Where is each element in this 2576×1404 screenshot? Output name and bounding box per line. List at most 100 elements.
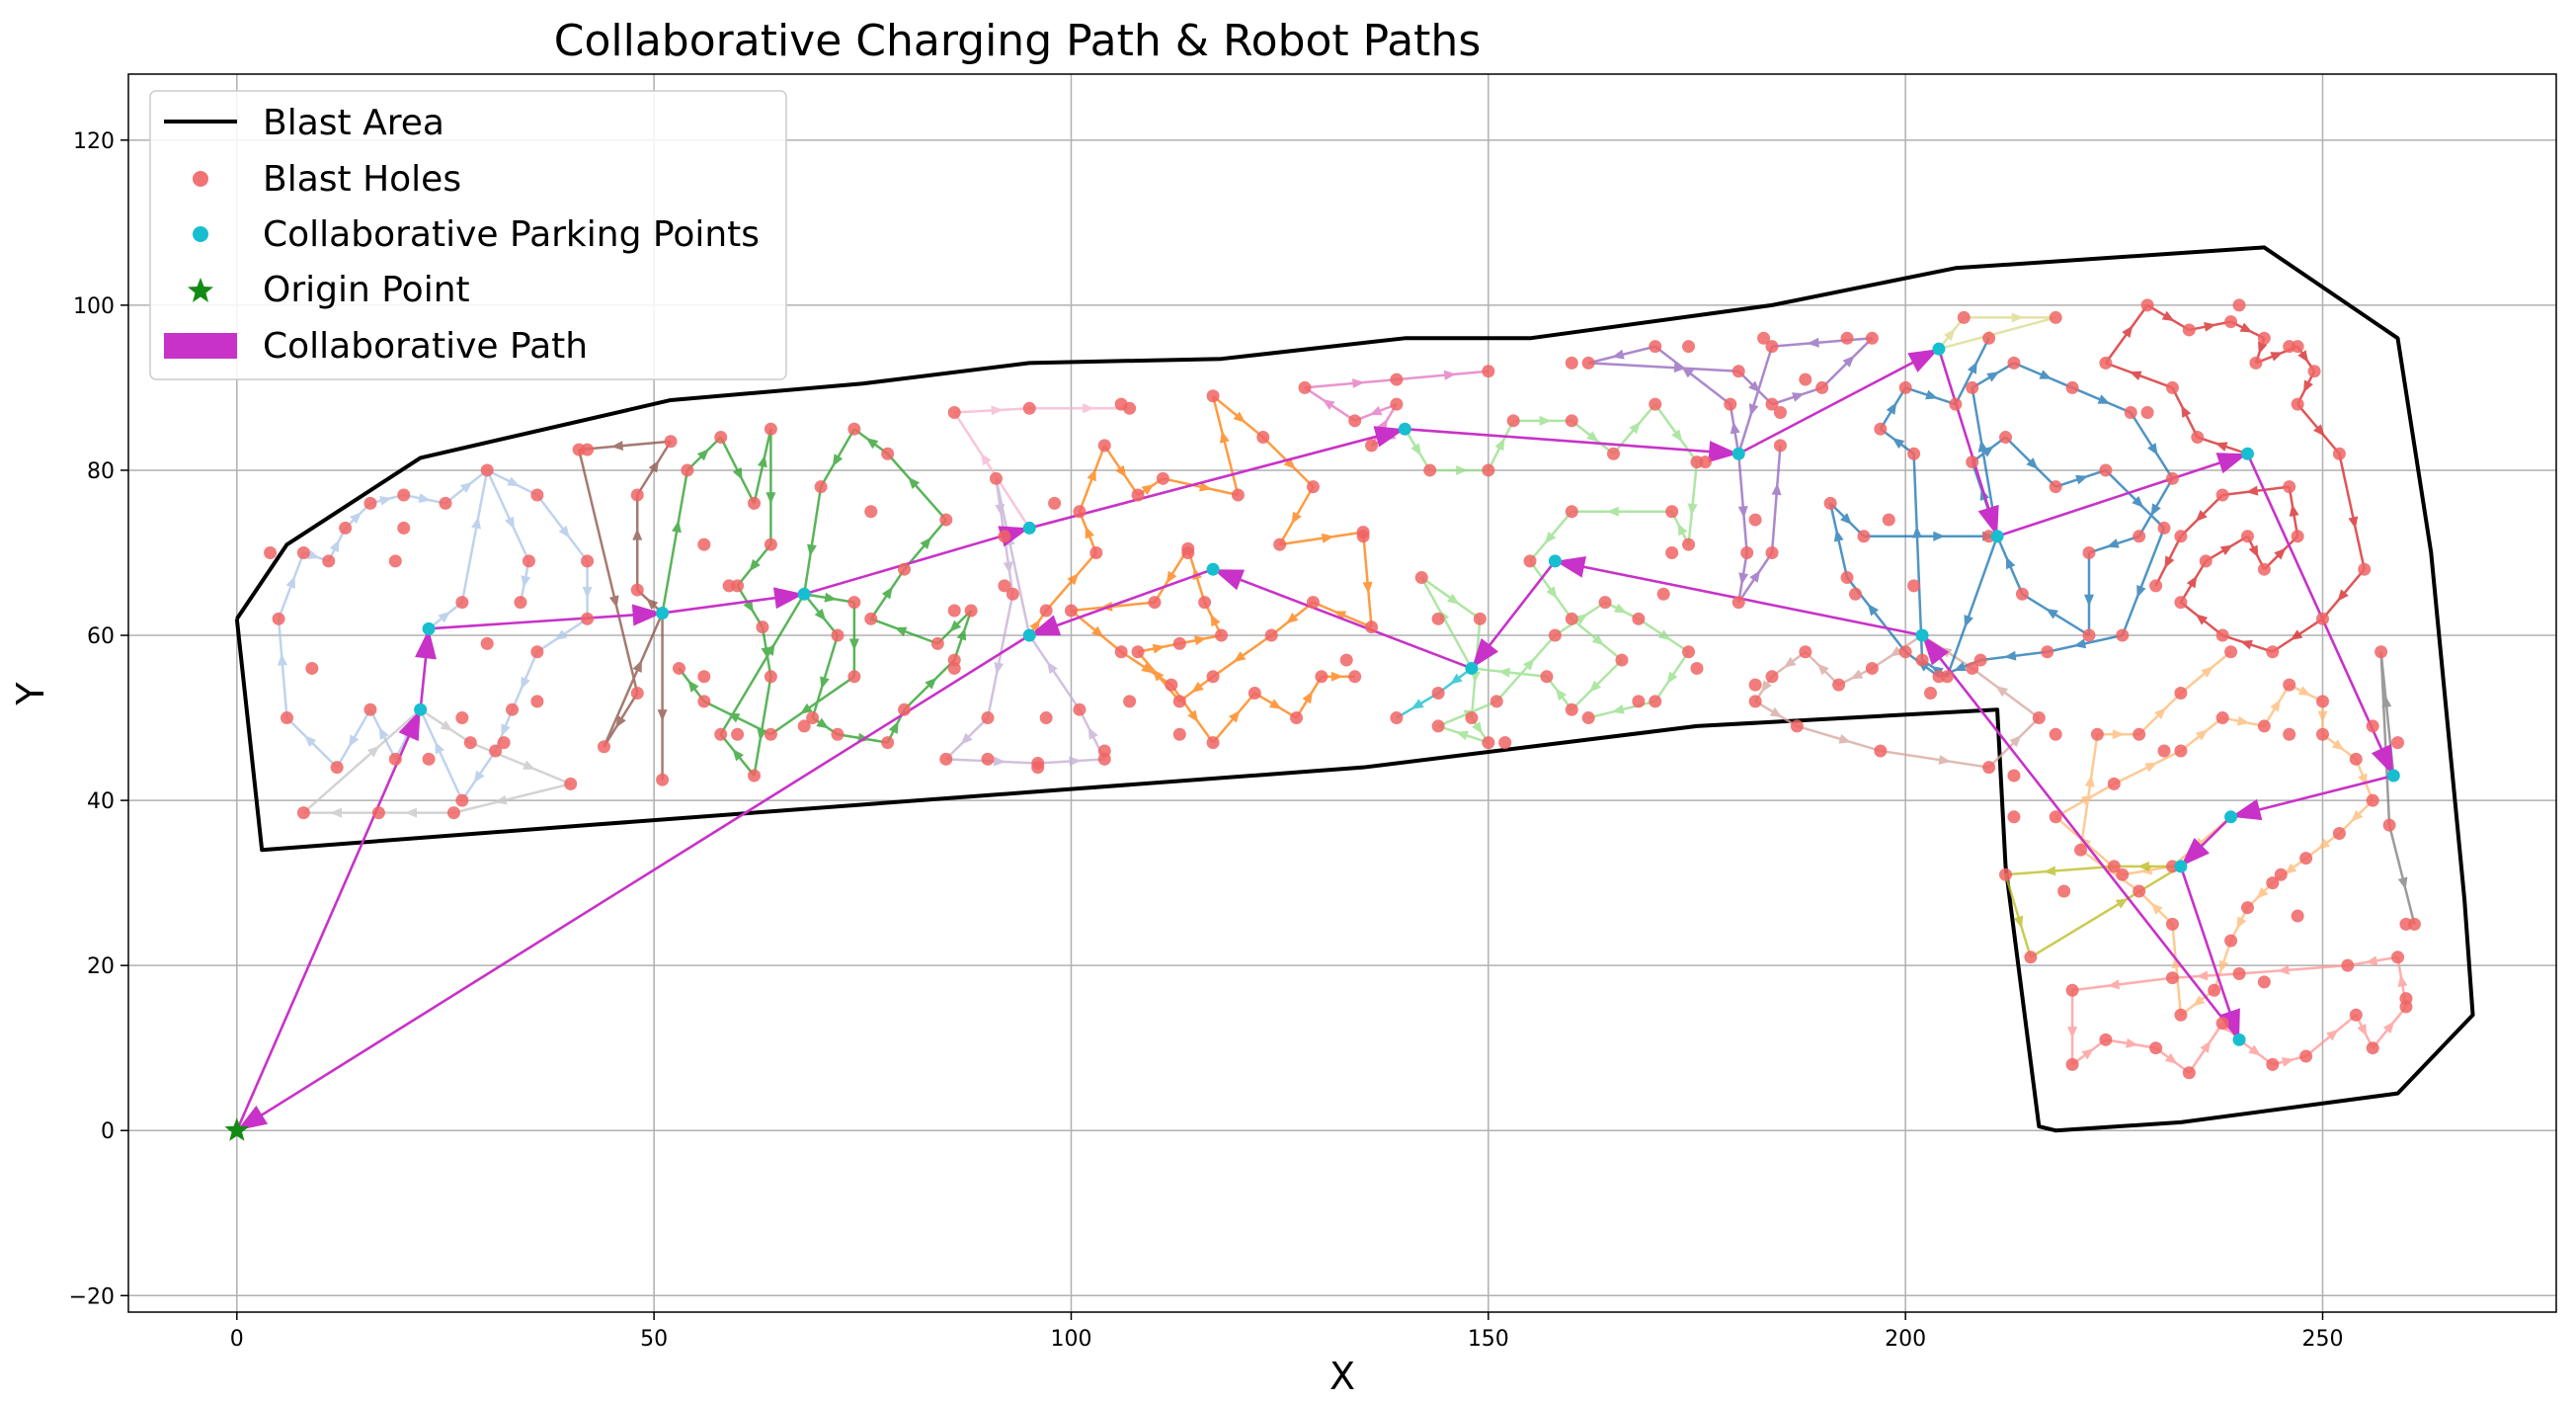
robot-path-arrow: [1228, 710, 1241, 723]
robot-path-arrow: [888, 720, 899, 734]
robot-path-arrow: [1886, 402, 1897, 415]
blast-hole-point: [1915, 653, 1929, 667]
blast-hole-point: [1022, 401, 1036, 415]
robot-path-arrow: [2192, 995, 2206, 1007]
robot-path-arrow: [2348, 516, 2359, 530]
blast-hole-point: [1073, 505, 1087, 519]
blast-hole-point: [1649, 397, 1662, 411]
blast-hole-point: [847, 422, 861, 436]
blast-hole-point: [2299, 852, 2313, 866]
blast-hole-point: [2157, 744, 2171, 758]
robot-path-arrow: [494, 794, 508, 805]
robot-path-arrow: [2236, 916, 2247, 930]
blast-hole-point: [1172, 727, 1186, 741]
robot-path-arrow: [2201, 666, 2214, 678]
robot-path-segment: [2387, 824, 2416, 925]
robot-path-arrow: [1321, 533, 1334, 543]
blast-hole-point: [1114, 397, 1128, 411]
robot-path-segment: [453, 783, 571, 814]
robot-path-arrow: [2297, 686, 2311, 697]
blast-hole-point: [831, 727, 845, 741]
robot-path-arrow: [816, 717, 830, 729]
robot-path-arrow: [2195, 614, 2209, 625]
robot-path-arrow: [2313, 424, 2325, 437]
robot-path-arrow: [2248, 544, 2259, 558]
blast-hole-point: [1857, 530, 1871, 543]
blast-hole-point: [697, 537, 711, 551]
robot-path-segment: [579, 440, 672, 452]
robot-path-arrow: [2195, 729, 2209, 741]
blast-hole-point: [1682, 537, 1696, 551]
robot-path-arrow: [2317, 838, 2331, 850]
blast-hole-point: [1840, 331, 1854, 345]
chart-title: Collaborative Charging Path & Robot Path…: [554, 16, 1482, 66]
robot-path-arrow: [608, 595, 619, 609]
robot-path-arrow: [980, 453, 992, 466]
robot-path: [577, 440, 673, 781]
robot-path-arrow: [1687, 503, 1698, 516]
robot-path-arrow: [505, 516, 515, 530]
blast-hole-point: [2174, 744, 2188, 758]
blast-hole-point: [898, 562, 912, 576]
collaborative-path-arrow: [1708, 441, 1739, 463]
robot-path-arrow: [2248, 1044, 2261, 1056]
blast-hole-point: [2257, 562, 2271, 576]
collaborative-path-segment: [1028, 567, 1214, 637]
blast-hole-point: [1365, 620, 1379, 634]
blast-hole-point: [1999, 431, 2013, 445]
blast-hole-point: [1765, 397, 1779, 411]
collaborative-path-segment: [236, 633, 1030, 1132]
blast-hole-point: [1865, 331, 1879, 345]
blast-hole-point: [989, 471, 1003, 485]
legend: Blast Area Blast Holes Collaborative Par…: [149, 90, 787, 380]
robot-path-arrow: [2171, 955, 2182, 968]
blast-hole-point: [272, 612, 285, 625]
robot-path: [2004, 861, 2182, 958]
robot-path-arrow: [2270, 699, 2281, 712]
blast-hole-point: [1231, 488, 1245, 502]
robot-path-segment: [2005, 865, 2115, 876]
collaborative-path-arrow: [1213, 569, 1246, 591]
robot-path-arrow: [2132, 495, 2144, 508]
blast-hole-point: [1957, 310, 1971, 324]
blast-hole-point: [1982, 331, 1996, 345]
robot-path-arrow: [1455, 730, 1469, 741]
collaborative-path-arrow: [631, 604, 663, 626]
robot-path-arrow: [418, 493, 432, 504]
blast-hole-point: [1565, 612, 1578, 625]
blast-hole-point: [305, 661, 319, 675]
robot-path-arrow: [1544, 531, 1557, 544]
robot-path-arrow: [749, 558, 761, 572]
blast-hole-point: [1131, 645, 1145, 659]
blast-hole-point: [2349, 1008, 2363, 1022]
robot-path-arrow: [2150, 902, 2163, 915]
collaborative-path-segment: [1937, 348, 1999, 537]
robot-path-segment: [986, 594, 1014, 718]
blast-hole-point: [2266, 645, 2280, 659]
blast-hole-point: [672, 661, 685, 675]
robot-path-arrow: [799, 702, 813, 714]
blast-hole-point: [1907, 579, 1921, 593]
collaborative-path-segment: [1737, 348, 1940, 455]
blast-hole-point: [2274, 867, 2288, 881]
legend-label-blast-area: Blast Area: [263, 103, 444, 143]
robot-path-arrow: [1472, 721, 1483, 734]
blast-hole-point: [2232, 967, 2246, 981]
blast-hole-point: [1823, 496, 1837, 510]
collaborative-path-arrow: [2371, 744, 2394, 777]
blast-holes-layer: [264, 298, 2421, 1080]
robot-path-arrow: [1912, 526, 1923, 538]
robot-path-arrow: [2274, 547, 2287, 560]
robot-path-arrow: [2011, 312, 2024, 323]
robot-path-arrow: [1738, 572, 1749, 586]
blast-hole-point: [2049, 727, 2062, 741]
robot-path-arrow: [2284, 863, 2297, 874]
robot-path-arrow: [991, 405, 1004, 416]
robot-path-segment: [2379, 651, 2391, 826]
robot-path-arrow: [554, 629, 568, 641]
robot-path-segment: [535, 494, 589, 562]
collaborative-path-segment: [1212, 567, 1473, 670]
blast-hole-point: [1773, 405, 1787, 419]
blast-hole-point: [1649, 340, 1662, 354]
blast-hole-point: [1757, 331, 1771, 345]
